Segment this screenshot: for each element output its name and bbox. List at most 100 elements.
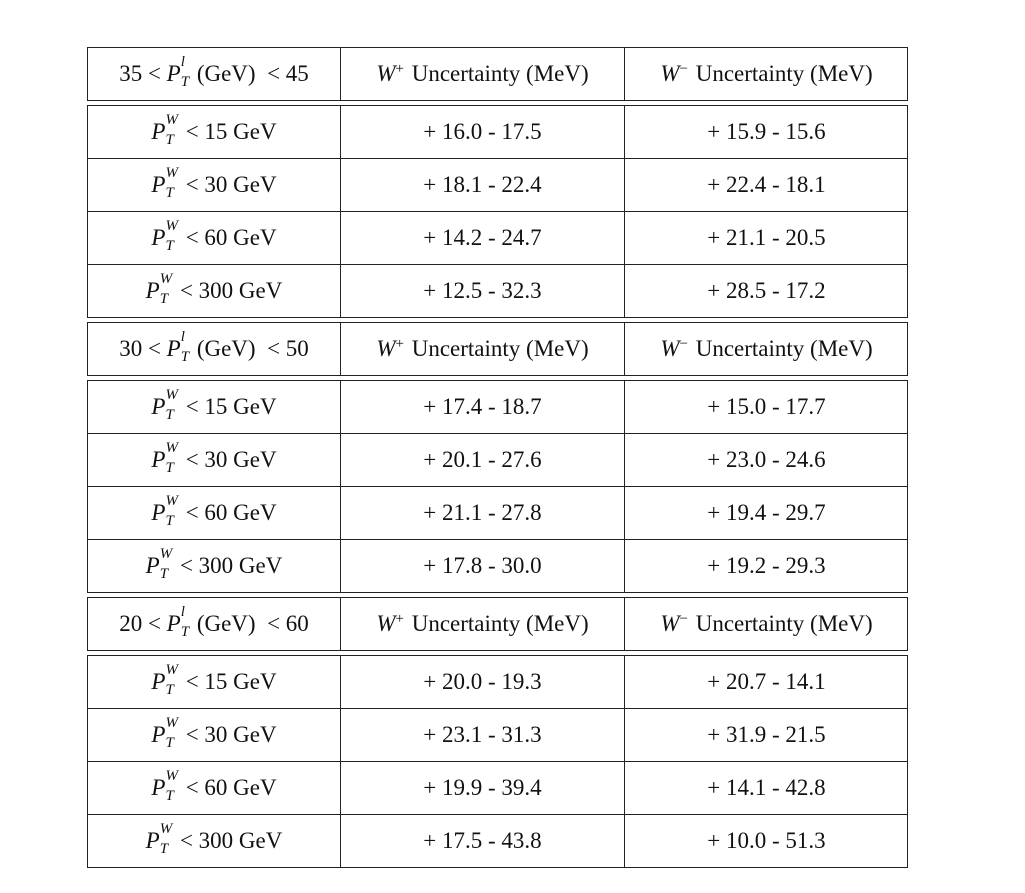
superscript: W <box>165 387 178 403</box>
table-cell: + 17.4 - 18.7 <box>340 381 624 433</box>
superscript: W <box>165 440 178 456</box>
text: < 300 GeV <box>174 278 283 303</box>
text: + 28.5 - 17.2 <box>707 278 826 303</box>
text: + 10.0 - 51.3 <box>707 828 826 853</box>
text: + 23.1 - 31.3 <box>423 722 542 747</box>
text: < 300 GeV <box>174 828 283 853</box>
math-symbol: W <box>376 336 396 361</box>
table-cell: + 31.9 - 21.5 <box>624 709 908 761</box>
math-symbol: P <box>145 828 160 853</box>
table-cell: W + Uncertainty (MeV) <box>340 48 624 100</box>
table-cell: + 21.1 - 20.5 <box>624 212 908 264</box>
table-cell: + 21.1 - 27.8 <box>340 487 624 539</box>
table-cell: + 15.0 - 17.7 <box>624 381 908 433</box>
superscript: W <box>165 715 178 731</box>
text: Uncertainty (MeV) <box>405 61 589 86</box>
table-cell: + 16.0 - 17.5 <box>340 106 624 158</box>
subscript: T <box>165 682 174 698</box>
table-cell: W − Uncertainty (MeV) <box>624 48 908 100</box>
text: 35 < <box>119 61 167 86</box>
text: + 20.7 - 14.1 <box>707 669 826 694</box>
subscript: T <box>165 407 174 423</box>
text: + 14.1 - 42.8 <box>707 775 826 800</box>
text: Uncertainty (MeV) <box>689 61 873 86</box>
math-symbol: W <box>660 336 680 361</box>
superscript: W <box>165 662 178 678</box>
math-symbol: W <box>376 61 396 86</box>
table-cell: + 12.5 - 32.3 <box>340 265 624 317</box>
text: + 17.4 - 18.7 <box>423 394 542 419</box>
subscript: T <box>159 291 169 307</box>
text: + 19.9 - 39.4 <box>423 775 542 800</box>
text: + 16.0 - 17.5 <box>423 119 542 144</box>
script: − <box>680 336 688 356</box>
table-cell: + 17.5 - 43.8 <box>340 815 624 867</box>
script: − <box>680 611 688 631</box>
subscript: T <box>165 132 174 148</box>
superscript: W <box>159 546 173 562</box>
superscript: W <box>165 768 178 784</box>
subscript: T <box>159 566 169 582</box>
text: < 60 GeV <box>179 775 277 800</box>
math-symbol: P <box>151 447 166 472</box>
superscript: + <box>395 60 404 77</box>
text: + 17.8 - 30.0 <box>423 553 542 578</box>
math-symbol: W <box>376 611 396 636</box>
text: 30 < <box>119 336 167 361</box>
table-cell: + 19.4 - 29.7 <box>624 487 908 539</box>
subscript: T <box>165 460 174 476</box>
text: (GeV) < 50 <box>191 336 309 361</box>
math-symbol: P <box>166 336 181 361</box>
table-cell: + 22.4 - 18.1 <box>624 159 908 211</box>
text: + 12.5 - 32.3 <box>423 278 542 303</box>
text: Uncertainty (MeV) <box>689 336 873 361</box>
math-symbol: P <box>151 775 166 800</box>
script: + <box>396 336 404 356</box>
text: + 21.1 - 20.5 <box>707 225 826 250</box>
table-cell: + 20.0 - 19.3 <box>340 656 624 708</box>
superscript: − <box>679 60 688 77</box>
text: + 17.5 - 43.8 <box>423 828 542 853</box>
superscript: W <box>165 112 178 128</box>
text: < 15 GeV <box>179 669 277 694</box>
subscript: T <box>180 624 190 640</box>
table-cell: + 14.2 - 24.7 <box>340 212 624 264</box>
table-cell: + 23.0 - 24.6 <box>624 434 908 486</box>
subscript: T <box>165 788 174 804</box>
text: + 14.2 - 24.7 <box>423 225 542 250</box>
table-cell: W + Uncertainty (MeV) <box>340 598 624 650</box>
table-cell: W + Uncertainty (MeV) <box>340 323 624 375</box>
math-symbol: P <box>151 225 166 250</box>
table-cell: + 14.1 - 42.8 <box>624 762 908 814</box>
math-symbol: P <box>151 722 166 747</box>
text: + 31.9 - 21.5 <box>707 722 826 747</box>
text: + 21.1 - 27.8 <box>423 500 542 525</box>
text: + 19.2 - 29.3 <box>707 553 826 578</box>
math-symbol: P <box>151 669 166 694</box>
table-cell: + 20.1 - 27.6 <box>340 434 624 486</box>
